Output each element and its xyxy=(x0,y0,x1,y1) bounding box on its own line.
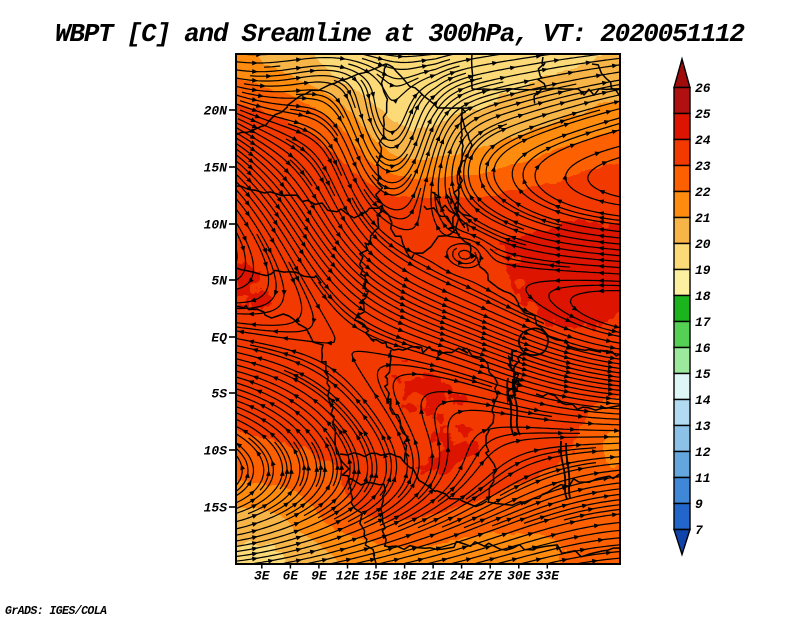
svg-text:5S: 5S xyxy=(211,387,227,402)
svg-text:22: 22 xyxy=(695,185,711,200)
svg-text:17: 17 xyxy=(695,315,711,330)
svg-text:12: 12 xyxy=(695,445,711,460)
svg-text:6E: 6E xyxy=(283,569,300,584)
svg-text:15S: 15S xyxy=(204,501,228,516)
svg-text:24: 24 xyxy=(695,133,711,148)
svg-text:23: 23 xyxy=(695,159,711,174)
svg-text:15E: 15E xyxy=(364,569,389,584)
svg-text:12E: 12E xyxy=(336,569,361,584)
svg-text:11: 11 xyxy=(695,471,711,486)
svg-text:18E: 18E xyxy=(393,569,418,584)
svg-text:18: 18 xyxy=(695,289,711,304)
svg-text:9: 9 xyxy=(695,497,703,512)
svg-text:14: 14 xyxy=(695,393,711,408)
svg-text:21: 21 xyxy=(695,211,711,226)
svg-text:10S: 10S xyxy=(204,444,228,459)
svg-text:3E: 3E xyxy=(254,569,271,584)
svg-text:10N: 10N xyxy=(204,218,228,233)
svg-text:25: 25 xyxy=(695,107,711,122)
svg-text:15N: 15N xyxy=(204,161,228,176)
svg-text:24E: 24E xyxy=(450,569,475,584)
svg-text:9E: 9E xyxy=(311,569,328,584)
svg-text:27E: 27E xyxy=(478,569,503,584)
svg-text:26: 26 xyxy=(695,81,711,96)
svg-text:WBPT [C] and Sreamline at 300h: WBPT [C] and Sreamline at 300hPa, VT: 20… xyxy=(55,19,745,49)
svg-text:21E: 21E xyxy=(421,569,446,584)
svg-text:16: 16 xyxy=(695,341,711,356)
svg-text:5N: 5N xyxy=(211,274,227,289)
svg-text:19: 19 xyxy=(695,263,711,278)
svg-text:30E: 30E xyxy=(507,569,532,584)
svg-text:20N: 20N xyxy=(204,104,228,119)
svg-text:15: 15 xyxy=(695,367,711,382)
svg-text:33E: 33E xyxy=(536,569,561,584)
svg-text:7: 7 xyxy=(695,523,703,538)
svg-text:EQ: EQ xyxy=(211,331,227,346)
svg-text:20: 20 xyxy=(695,237,711,252)
svg-text:13: 13 xyxy=(695,419,711,434)
svg-text:GrADS: IGES/COLA: GrADS: IGES/COLA xyxy=(5,605,107,618)
